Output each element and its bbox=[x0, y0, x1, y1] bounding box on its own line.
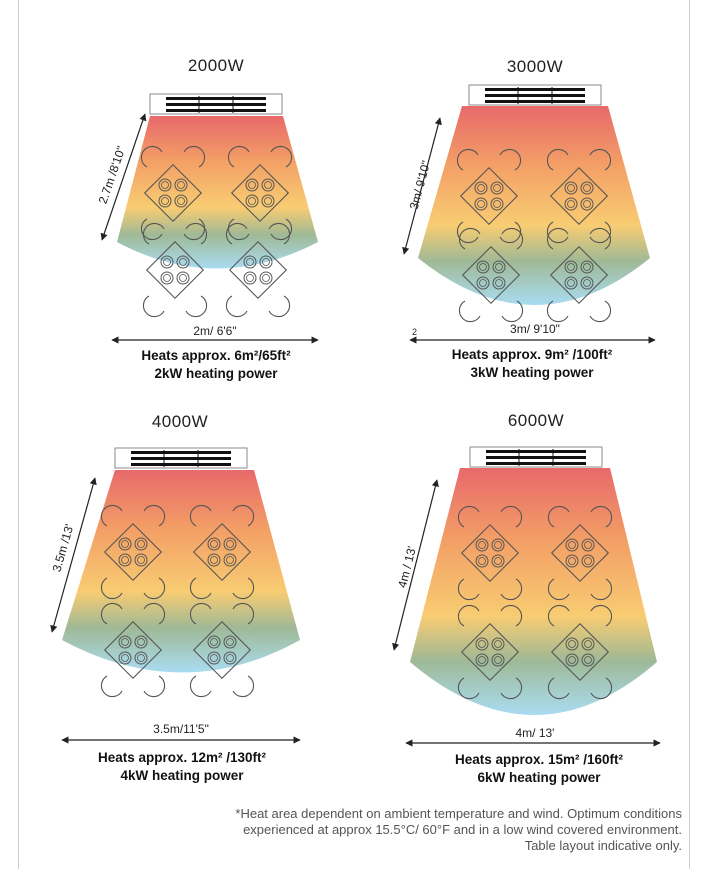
heat-zone-4000w bbox=[62, 470, 300, 673]
depth-arrow bbox=[50, 477, 97, 633]
panel-title-2000w: 2000W bbox=[187, 56, 245, 75]
width-label: 3m/ 9'10" bbox=[510, 322, 560, 336]
power-text: 2kW heating power bbox=[154, 366, 278, 381]
width-label: 3.5m/11'5" bbox=[153, 722, 209, 736]
depth-arrow bbox=[402, 117, 442, 255]
panel-2000w bbox=[100, 93, 319, 344]
footnote-line: *Heat area dependent on ambient temperat… bbox=[235, 806, 682, 821]
heater-icon bbox=[149, 93, 283, 115]
panel-6000w bbox=[392, 446, 661, 747]
width-label: 4m/ 13' bbox=[515, 726, 555, 740]
panel-4000w bbox=[50, 447, 301, 744]
power-text: 4kW heating power bbox=[120, 768, 244, 783]
heater-icon bbox=[114, 447, 248, 469]
page-frame bbox=[18, 0, 690, 869]
panel-title-4000w: 4000W bbox=[151, 412, 209, 431]
panel-title-6000w: 6000W bbox=[507, 411, 565, 430]
heat-zone-6000w bbox=[410, 468, 657, 715]
area-text: Heats approx. 15m² /160ft² bbox=[454, 752, 624, 767]
heater-icon bbox=[468, 84, 602, 106]
footnote-line: experienced at approx 15.5°C/ 60°F and i… bbox=[243, 822, 682, 837]
power-text: 3kW heating power bbox=[470, 365, 594, 380]
panel-title-3000w: 3000W bbox=[506, 57, 564, 76]
heat-area-label: Heats approx. 12m² /130ft² 4kW heating p… bbox=[62, 749, 302, 785]
heater-icon bbox=[469, 446, 603, 468]
heat-area-label: Heats approx. 6m²/65ft² 2kW heating powe… bbox=[96, 347, 336, 383]
depth-arrow bbox=[100, 113, 147, 241]
heat-zone-2000w bbox=[117, 116, 318, 269]
heat-area-label: Heats approx. 15m² /160ft² 6kW heating p… bbox=[414, 751, 664, 787]
area-text: Heats approx. 9m² /100ft² bbox=[451, 347, 613, 362]
footnote: *Heat area dependent on ambient temperat… bbox=[235, 806, 682, 854]
power-text: 6kW heating power bbox=[477, 770, 601, 785]
depth-arrow bbox=[392, 479, 439, 651]
area-text: Heats approx. 12m² /130ft² bbox=[97, 750, 267, 765]
footnote-line: Table layout indicative only. bbox=[524, 838, 682, 853]
heat-area-label: Heats approx. 9m² /100ft² 3kW heating po… bbox=[412, 346, 652, 382]
panel-3000w bbox=[402, 84, 656, 344]
heat-zone-3000w bbox=[418, 106, 650, 305]
area-text: Heats approx. 6m²/65ft² bbox=[141, 348, 291, 363]
width-label: 2m/ 6'6" bbox=[193, 324, 237, 338]
stray-mark: 2 bbox=[412, 327, 418, 337]
